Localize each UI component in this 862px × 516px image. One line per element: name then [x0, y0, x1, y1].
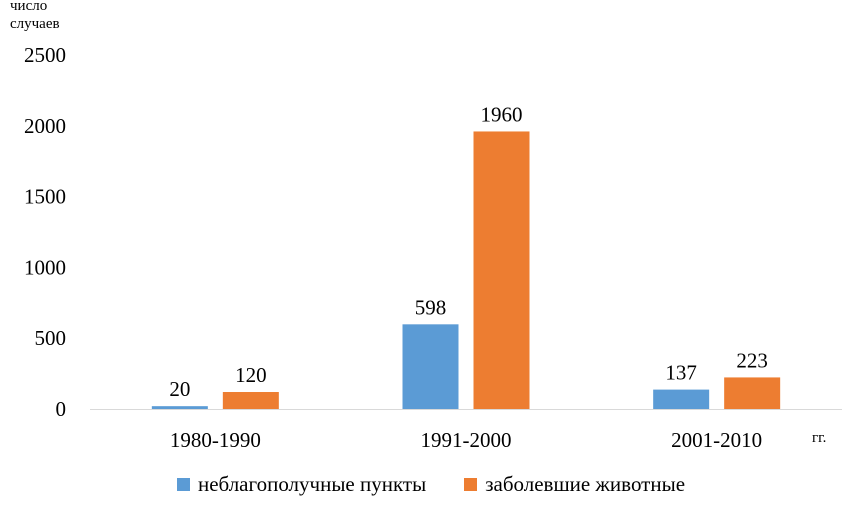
data-label-s1-c1: 20: [169, 377, 190, 401]
y-tick-label-3: 1500: [24, 185, 66, 209]
legend: неблагополучные пункты заболевшие животн…: [0, 472, 862, 497]
y-tick-label-5: 2500: [24, 43, 66, 67]
bar-s2-c3: [724, 377, 781, 409]
legend-swatch-series-1: [176, 478, 190, 491]
x-tick-label-1: 1991-2000: [421, 428, 512, 452]
y-axis-label: число случаев: [10, 0, 60, 32]
y-tick-label-1: 500: [35, 326, 67, 350]
bar-s2-c2: [473, 131, 530, 410]
legend-item-series-2: заболевшие животные: [464, 472, 685, 497]
y-tick-label-0: 0: [56, 397, 67, 421]
legend-swatch-series-2: [464, 478, 478, 491]
data-label-s1-c3: 137: [665, 361, 697, 385]
legend-label-series-1: неблагополучные пункты: [197, 472, 427, 496]
bar-s1-c1: [151, 406, 208, 409]
data-label-s1-c2: 598: [415, 295, 447, 319]
y-tick-label-2: 1000: [24, 255, 66, 279]
x-tick-label-2: 2001-2010: [671, 428, 762, 452]
data-label-s2-c3: 223: [736, 348, 768, 372]
y-tick-label-4: 2000: [24, 114, 66, 138]
bar-s2-c1: [222, 392, 279, 409]
legend-label-series-2: заболевшие животные: [485, 472, 686, 496]
legend-item-series-1: неблагополучные пункты: [176, 472, 427, 497]
data-label-s2-c2: 1960: [481, 102, 523, 126]
bar-s1-c2: [402, 324, 459, 409]
bar-s1-c3: [653, 389, 710, 409]
x-tick-label-0: 1980-1990: [170, 428, 261, 452]
data-label-s2-c1: 120: [235, 363, 267, 387]
x-axis-label: гг.: [812, 430, 827, 446]
